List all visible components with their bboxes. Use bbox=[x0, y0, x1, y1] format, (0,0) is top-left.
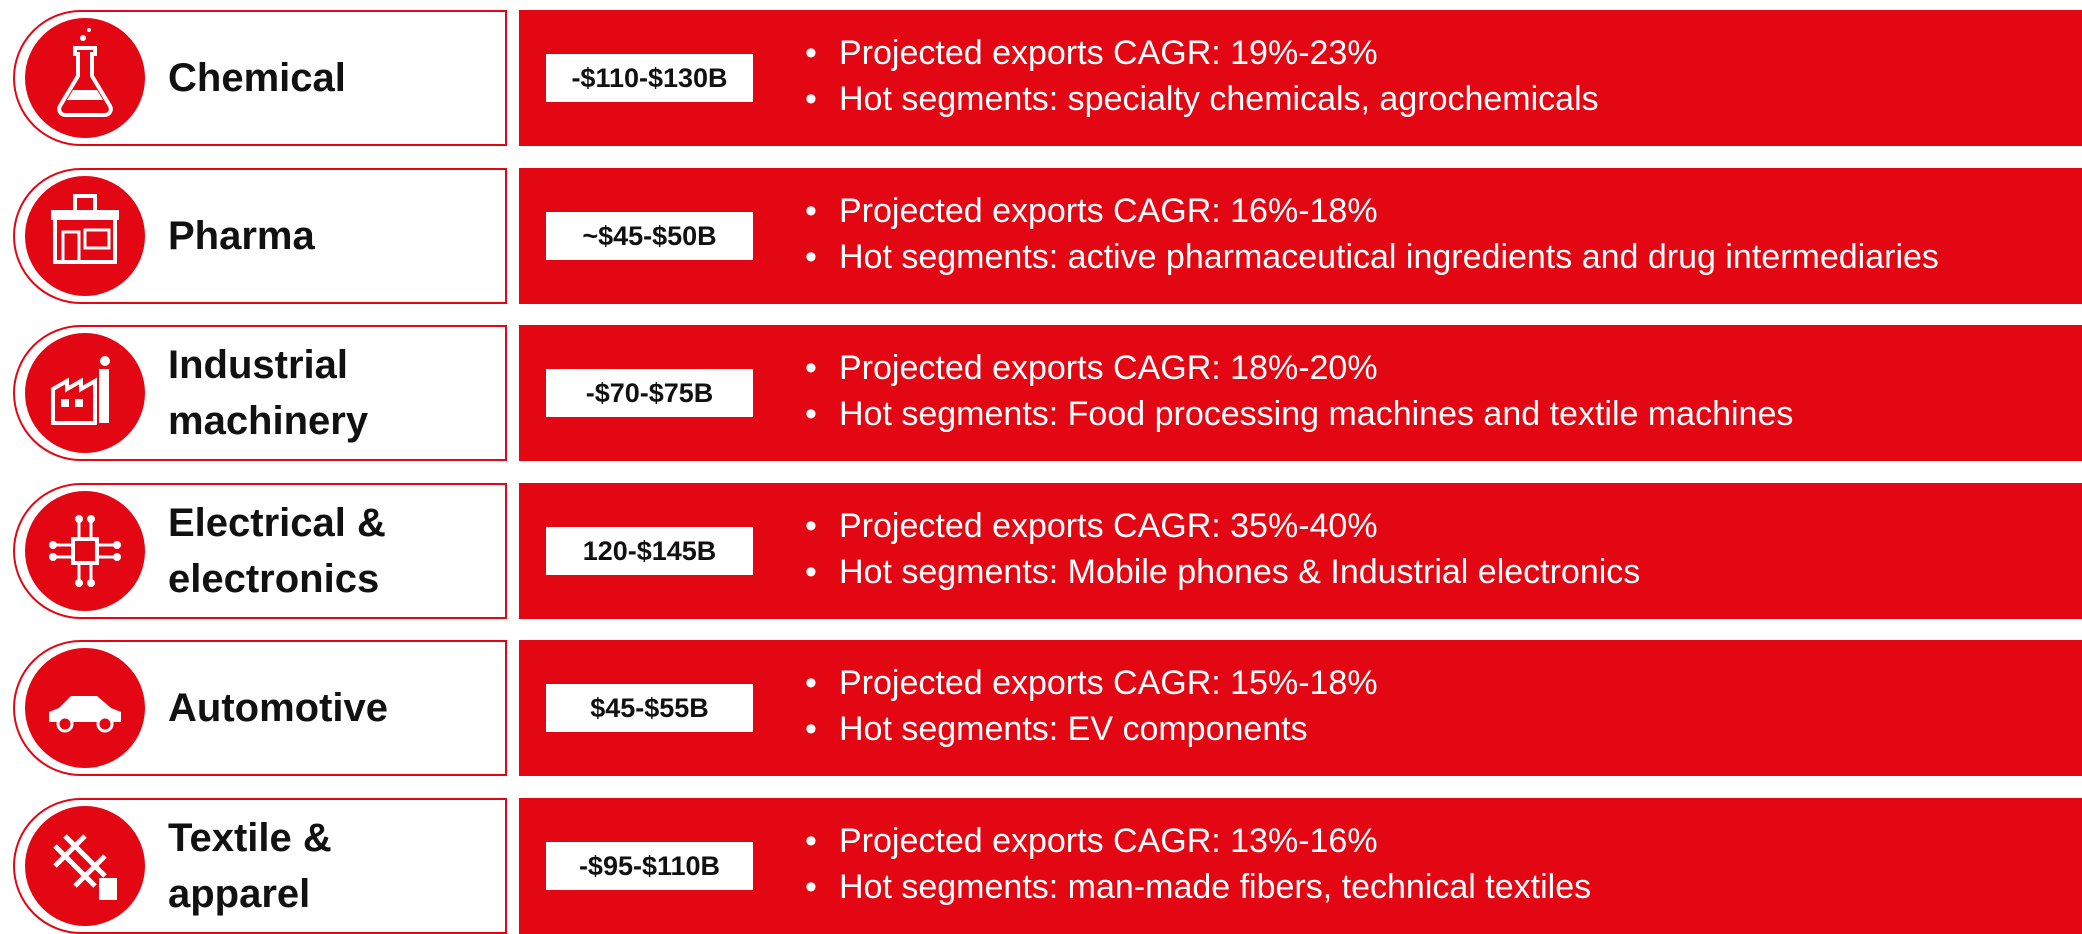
bullet-item: Projected exports CAGR: 16%-18% bbox=[805, 188, 1939, 234]
sector-icon bbox=[25, 648, 145, 768]
export-value: -$95-$110B bbox=[546, 841, 753, 890]
bullet-item: Hot segments: man-made fibers, technical… bbox=[805, 864, 1591, 910]
sector-label-line: machinery bbox=[168, 399, 369, 443]
sector-row: Pharma ~$45-$50B Projected exports CAGR: 1… bbox=[0, 167, 2082, 304]
sector-icon bbox=[25, 805, 145, 926]
sector-band: ~$45-$50B Projected exports CAGR: 16%-18%… bbox=[519, 167, 2082, 304]
bullet-item: Projected exports CAGR: 13%-16% bbox=[805, 818, 1591, 864]
sector-label-line: Industrial bbox=[168, 343, 349, 387]
sector-row: Electrical & electronics 120-$145B Projecte… bbox=[0, 482, 2082, 619]
sector-header: Industrial machinery bbox=[13, 325, 507, 461]
sector-label: Industrial machinery bbox=[168, 327, 368, 459]
sector-header: Chemical bbox=[13, 10, 507, 146]
export-value: ~$45-$50B bbox=[546, 211, 753, 260]
sector-band: 120-$145B Projected exports CAGR: 35%-40%… bbox=[519, 482, 2082, 619]
sector-band: -$70-$75B Projected exports CAGR: 18%-20%… bbox=[519, 325, 2082, 461]
bullet-list: Projected exports CAGR: 19%-23%Hot segme… bbox=[805, 30, 1599, 122]
sector-header: Automotive bbox=[13, 640, 507, 776]
sector-icon bbox=[25, 175, 145, 296]
sector-icon bbox=[25, 333, 145, 453]
bullet-list: Projected exports CAGR: 18%-20%Hot segme… bbox=[805, 345, 1793, 437]
bullet-item: Hot segments: Mobile phones & Industrial… bbox=[805, 549, 1640, 595]
export-value: 120-$145B bbox=[546, 526, 753, 575]
sector-label: Electrical & electronics bbox=[168, 485, 386, 617]
sector-band: $45-$55B Projected exports CAGR: 15%-18%H… bbox=[519, 640, 2082, 776]
bullet-item: Projected exports CAGR: 19%-23% bbox=[805, 30, 1599, 76]
bullet-item: Hot segments: Food processing machines a… bbox=[805, 391, 1793, 437]
sector-row: Automotive $45-$55B Projected exports CAGR… bbox=[0, 640, 2082, 776]
sector-row: Chemical -$110-$130B Projected exports CAG… bbox=[0, 10, 2082, 146]
bullet-list: Projected exports CAGR: 13%-16%Hot segme… bbox=[805, 818, 1591, 910]
sector-label: Pharma bbox=[168, 170, 315, 302]
sector-label-line: apparel bbox=[168, 871, 311, 916]
sector-band: -$95-$110B Projected exports CAGR: 13%-16… bbox=[519, 797, 2082, 934]
bullet-item: Hot segments: active pharmaceutical ingr… bbox=[805, 234, 1939, 280]
export-value: $45-$55B bbox=[546, 684, 753, 732]
sector-label-line: Automotive bbox=[168, 686, 388, 730]
sector-label-line: Chemical bbox=[168, 56, 346, 100]
sector-header: Pharma bbox=[13, 167, 507, 304]
bullet-item: Projected exports CAGR: 15%-18% bbox=[805, 660, 1378, 706]
sector-icon bbox=[25, 490, 145, 611]
sector-label: Chemical bbox=[168, 12, 346, 144]
sector-label-line: Pharma bbox=[168, 213, 315, 258]
bullet-item: Projected exports CAGR: 35%-40% bbox=[805, 503, 1640, 549]
sector-label-line: Electrical & bbox=[168, 500, 386, 545]
sector-row: Industrial machinery -$70-$75B Projected ex… bbox=[0, 325, 2082, 461]
sector-band: -$110-$130B Projected exports CAGR: 19%-2… bbox=[519, 10, 2082, 146]
bullet-item: Projected exports CAGR: 18%-20% bbox=[805, 345, 1793, 391]
bullet-list: Projected exports CAGR: 15%-18%Hot segme… bbox=[805, 660, 1378, 752]
export-value: -$70-$75B bbox=[546, 369, 753, 417]
sector-label: Textile & apparel bbox=[168, 800, 332, 932]
export-value: -$110-$130B bbox=[546, 54, 753, 102]
bullet-item: Hot segments: specialty chemicals, agroc… bbox=[805, 76, 1599, 122]
sector-row: Textile & apparel -$95-$110B Projected expo… bbox=[0, 797, 2082, 934]
bullet-list: Projected exports CAGR: 35%-40%Hot segme… bbox=[805, 503, 1640, 595]
sector-header: Textile & apparel bbox=[13, 797, 507, 934]
sector-icon bbox=[25, 18, 145, 138]
bullet-item: Hot segments: EV components bbox=[805, 706, 1378, 752]
sector-label: Automotive bbox=[168, 642, 388, 774]
bullet-list: Projected exports CAGR: 16%-18%Hot segme… bbox=[805, 188, 1939, 280]
sector-header: Electrical & electronics bbox=[13, 482, 507, 619]
sector-label-line: electronics bbox=[168, 556, 380, 601]
sector-label-line: Textile & bbox=[168, 815, 332, 860]
